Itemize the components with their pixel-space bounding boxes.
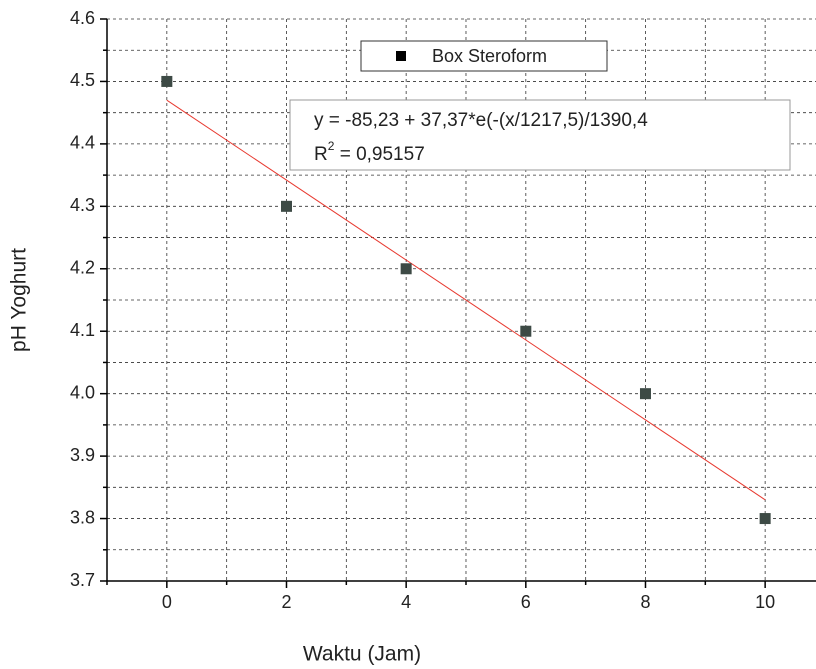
- y-tick-label: 3.8: [70, 507, 95, 527]
- y-tick-label: 4.2: [70, 258, 95, 278]
- y-tick-label: 3.7: [70, 570, 95, 590]
- x-tick-label: 0: [162, 592, 172, 612]
- x-tick-label: 2: [281, 592, 291, 612]
- x-tick-label: 4: [401, 592, 411, 612]
- data-point: [759, 513, 771, 525]
- data-point: [520, 325, 532, 337]
- r-squared-base: R: [314, 144, 328, 165]
- x-tick-label: 8: [640, 592, 650, 612]
- y-tick-label: 4.6: [70, 8, 95, 28]
- legend-label: Box Steroform: [432, 46, 547, 66]
- data-point: [639, 388, 651, 400]
- r-squared: R2 = 0,95157: [314, 139, 425, 165]
- legend-marker: [396, 51, 406, 61]
- x-axis-title: Waktu (Jam): [303, 643, 421, 666]
- data-point: [280, 200, 292, 212]
- y-tick-label: 4.4: [70, 133, 95, 153]
- fit-line: [166, 99, 766, 501]
- y-tick-label: 4.1: [70, 320, 95, 340]
- y-tick-label: 4.0: [70, 382, 95, 402]
- data-point: [400, 263, 412, 275]
- r-squared-value: = 0,95157: [334, 144, 424, 165]
- data-point: [161, 75, 173, 87]
- equation: y = -85,23 + 37,37*e(-(x/1217,5)/1390,4: [314, 110, 648, 131]
- r-squared-sup: 2: [328, 139, 335, 153]
- y-tick-label: 4.5: [70, 70, 95, 90]
- y-tick-label: 3.9: [70, 445, 95, 465]
- x-tick-label: 10: [755, 592, 775, 612]
- y-tick-label: 4.3: [70, 195, 95, 215]
- x-tick-label: 6: [521, 592, 531, 612]
- y-axis-title: pH Yoghurt: [8, 248, 31, 352]
- equation-box: [289, 99, 791, 171]
